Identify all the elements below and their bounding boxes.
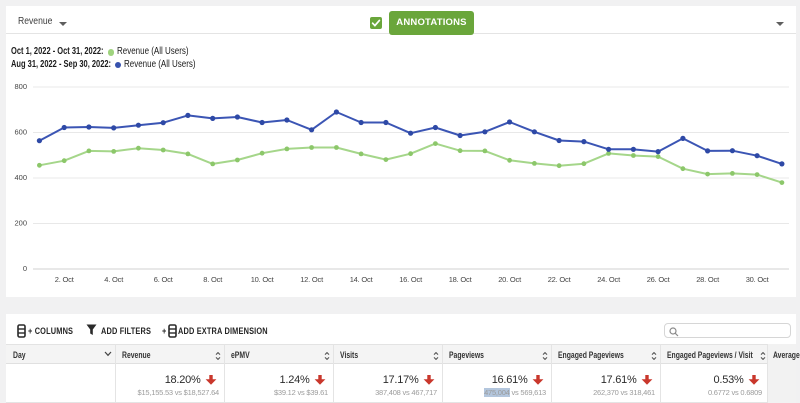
svg-text:400: 400 [14, 173, 27, 182]
svg-text:14. Oct: 14. Oct [350, 275, 374, 284]
svg-text:18. Oct: 18. Oct [449, 275, 473, 284]
svg-text:30. Oct: 30. Oct [746, 275, 770, 284]
svg-text:26. Oct: 26. Oct [647, 275, 671, 284]
svg-text:24. Oct: 24. Oct [597, 275, 621, 284]
svg-text:0: 0 [23, 264, 27, 273]
svg-text:800: 800 [14, 82, 27, 91]
svg-text:16. Oct: 16. Oct [399, 275, 423, 284]
svg-text:4. Oct: 4. Oct [104, 275, 124, 284]
svg-text:8. Oct: 8. Oct [203, 275, 223, 284]
svg-text:22. Oct: 22. Oct [548, 275, 572, 284]
svg-text:10. Oct: 10. Oct [251, 275, 275, 284]
svg-text:28. Oct: 28. Oct [696, 275, 720, 284]
svg-text:6. Oct: 6. Oct [154, 275, 174, 284]
svg-text:12. Oct: 12. Oct [300, 275, 324, 284]
svg-text:200: 200 [14, 218, 27, 227]
svg-text:20. Oct: 20. Oct [498, 275, 522, 284]
svg-text:2. Oct: 2. Oct [55, 275, 75, 284]
svg-text:600: 600 [14, 127, 27, 136]
